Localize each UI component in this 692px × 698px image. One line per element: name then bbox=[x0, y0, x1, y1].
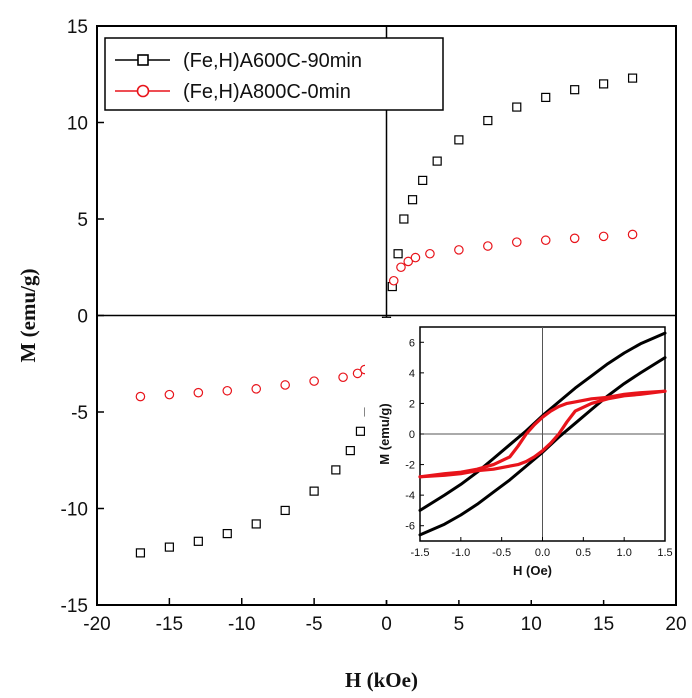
x-tick-label: 5 bbox=[454, 614, 465, 635]
x-tick-label: 0 bbox=[381, 614, 392, 635]
data-point bbox=[418, 175, 428, 185]
inset-series-group bbox=[418, 331, 667, 537]
data-point bbox=[135, 391, 146, 402]
legend-marker bbox=[137, 54, 149, 66]
data-point bbox=[410, 252, 421, 263]
data-point bbox=[512, 102, 522, 112]
y-tick-label: 5 bbox=[77, 210, 88, 231]
data-point bbox=[193, 536, 203, 546]
x-tick-label: 10 bbox=[521, 614, 542, 635]
data-point bbox=[388, 275, 399, 286]
data-point bbox=[251, 384, 262, 394]
data-point bbox=[396, 262, 406, 273]
x-tick-label: -15 bbox=[156, 614, 183, 635]
data-point bbox=[432, 156, 442, 166]
y-tick-label: 0 bbox=[77, 307, 88, 328]
data-point bbox=[454, 245, 464, 255]
data-point bbox=[345, 446, 355, 456]
data-point bbox=[309, 376, 319, 386]
data-point bbox=[164, 542, 174, 552]
x-tick-label: 20 bbox=[665, 614, 686, 635]
inset-x-axis-title: H (Oe) bbox=[513, 563, 552, 578]
x-axis-title: H (kOe) bbox=[345, 668, 418, 692]
data-point bbox=[541, 92, 551, 103]
legend-box bbox=[104, 37, 444, 111]
data-point bbox=[280, 380, 290, 390]
data-point bbox=[454, 135, 464, 145]
data-point bbox=[599, 79, 609, 89]
data-point bbox=[309, 486, 319, 496]
legend: (Fe,H)A600C-90min (Fe,H)A800C-0min bbox=[104, 37, 444, 111]
inset-y-tick-label: 2 bbox=[409, 398, 415, 410]
data-point bbox=[393, 249, 403, 259]
x-tick-label: -10 bbox=[228, 614, 255, 635]
data-point bbox=[540, 235, 551, 246]
data-point bbox=[627, 73, 638, 83]
data-point bbox=[338, 372, 348, 383]
inset-y-tick-label: -2 bbox=[405, 460, 415, 472]
legend-marker bbox=[136, 84, 150, 98]
inset-y-tick-label: -6 bbox=[405, 521, 415, 533]
data-point bbox=[483, 241, 493, 251]
data-point bbox=[352, 368, 363, 379]
data-point bbox=[193, 387, 204, 398]
inset-y-tick-label: 0 bbox=[409, 429, 415, 441]
x-tick-label: -5 bbox=[306, 614, 323, 635]
data-point bbox=[222, 385, 233, 396]
inset-y-tick-label: 6 bbox=[409, 337, 415, 349]
x-tick-label: 15 bbox=[593, 614, 614, 635]
data-point bbox=[251, 519, 261, 529]
inset-y-tick-label: 4 bbox=[409, 368, 415, 380]
data-point bbox=[570, 85, 580, 95]
y-axis-title: M (emu/g) bbox=[16, 269, 40, 363]
legend-label: (Fe,H)A600C-90min bbox=[183, 50, 362, 72]
data-point bbox=[627, 229, 638, 240]
inset-loop-branch-3 bbox=[418, 389, 667, 479]
inset-x-tick-label: -1.5 bbox=[411, 547, 430, 559]
inset-x-tick-label: 0.0 bbox=[535, 547, 550, 559]
data-point bbox=[355, 426, 366, 436]
inset-y-axis-title: M (emu/g) bbox=[377, 403, 392, 464]
y-tick-label: -5 bbox=[71, 403, 88, 424]
data-point bbox=[135, 548, 146, 558]
y-tick-label: -10 bbox=[61, 500, 88, 521]
data-point bbox=[399, 214, 409, 224]
data-point bbox=[403, 256, 414, 267]
y-tick-label: 15 bbox=[67, 17, 88, 38]
data-point bbox=[425, 248, 435, 259]
inset-x-tick-label: 1.5 bbox=[657, 547, 672, 559]
data-point bbox=[331, 465, 341, 475]
inset-x-tick-label: -1.0 bbox=[451, 547, 470, 559]
data-point bbox=[407, 195, 418, 205]
data-point bbox=[598, 231, 609, 242]
data-point bbox=[280, 505, 290, 516]
x-tick-label: -20 bbox=[83, 614, 110, 635]
inset-y-tick-label: -4 bbox=[405, 490, 415, 502]
legend-label: (Fe,H)A800C-0min bbox=[183, 81, 351, 103]
y-tick-label: 10 bbox=[67, 114, 88, 135]
data-point bbox=[569, 233, 580, 244]
data-point bbox=[483, 115, 493, 126]
y-tick-label: -15 bbox=[61, 596, 88, 617]
inset-x-tick-label: 0.5 bbox=[576, 547, 591, 559]
data-point bbox=[164, 389, 175, 400]
data-point bbox=[511, 237, 522, 247]
data-point bbox=[222, 528, 232, 539]
inset-x-tick-label: 1.0 bbox=[617, 547, 632, 559]
inset-x-tick-label: -0.5 bbox=[492, 547, 511, 559]
